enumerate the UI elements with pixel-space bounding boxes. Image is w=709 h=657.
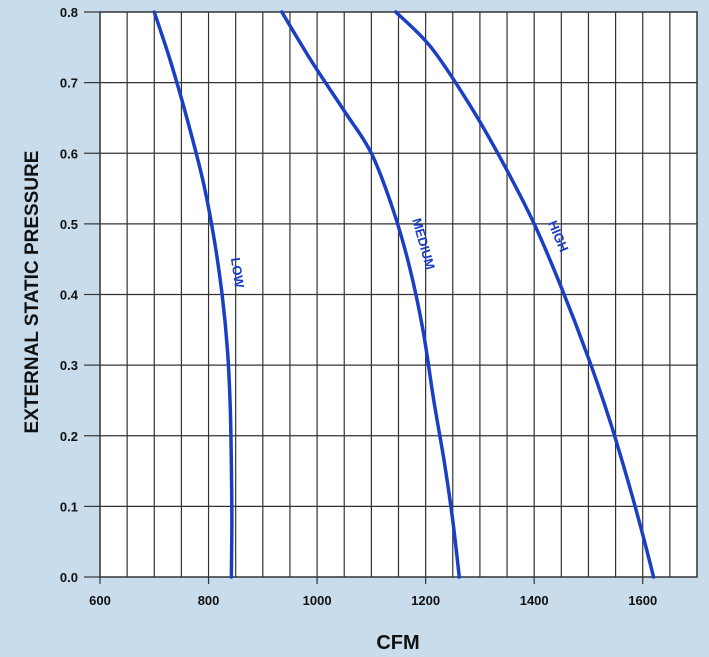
series-line-medium xyxy=(280,10,462,579)
y-tick-label: 0.7 xyxy=(60,76,78,91)
y-tick-label: 0.4 xyxy=(60,288,79,303)
y-tick-label: 0.2 xyxy=(60,429,78,444)
x-tick-label: 1400 xyxy=(520,593,549,608)
grid-lines xyxy=(99,11,698,578)
y-tick-label: 0.5 xyxy=(60,217,78,232)
x-tick-label: 800 xyxy=(198,593,220,608)
y-axis-label: EXTERNAL STATIC PRESSURE xyxy=(22,151,43,434)
x-axis-label: CFM xyxy=(376,632,419,654)
y-tick-label: 0.8 xyxy=(60,5,78,20)
series-line-high xyxy=(394,10,656,579)
y-tick-label: 0.0 xyxy=(60,570,78,585)
series-lines xyxy=(152,10,656,579)
series-label-low: LOW xyxy=(228,257,247,290)
x-tick-label: 600 xyxy=(89,593,111,608)
y-tick-label: 0.1 xyxy=(60,499,78,514)
y-tick-labels: 0.0 0.1 0.2 0.3 0.4 0.5 0.6 0.7 0.8 xyxy=(60,5,100,585)
x-tick-label: 1200 xyxy=(411,593,440,608)
x-tick-label: 1600 xyxy=(628,593,657,608)
y-tick-label: 0.3 xyxy=(60,358,78,373)
y-tick-label: 0.6 xyxy=(60,146,78,161)
x-tick-label: 1000 xyxy=(303,593,332,608)
x-tick-labels: 600 800 1000 1200 1400 1600 xyxy=(89,577,657,608)
series-line-low xyxy=(152,10,234,579)
